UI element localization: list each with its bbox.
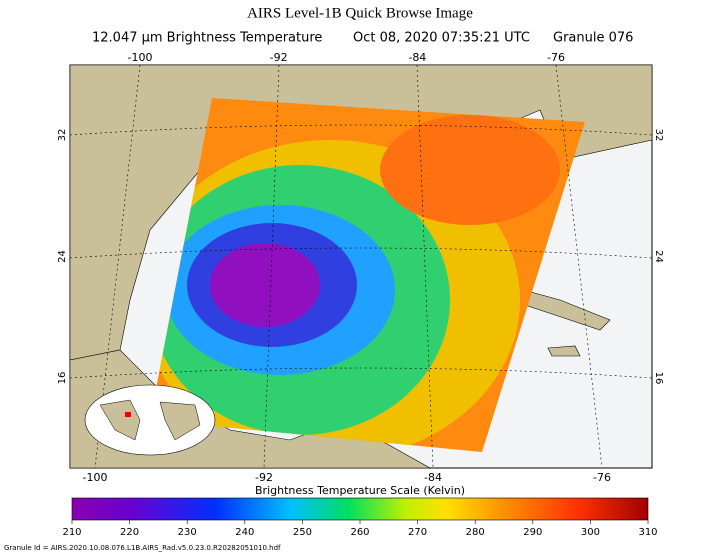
colorbar-tick-label: 270: [408, 527, 427, 538]
swath-field: [380, 115, 560, 225]
land: [547, 345, 581, 357]
colorbar-tick-label: 300: [581, 527, 600, 538]
colorbar-tick-label: 210: [62, 527, 81, 538]
subtitle-granule: Granule 076: [553, 31, 633, 46]
lon-tick-label: -84: [424, 471, 442, 484]
colorbar-tick-label: 260: [350, 527, 369, 538]
colorbar-tick-label: 290: [523, 527, 542, 538]
lon-tick-label: -92: [255, 471, 273, 484]
lon-tick-label: -100: [128, 51, 153, 64]
colorbar-tick-label: 230: [178, 527, 197, 538]
subtitle-channel: 12.047 μm Brightness Temperature: [92, 31, 322, 46]
footer: Granule Id = AIRS.2020.10.08.076.L1B.AIR…: [4, 544, 281, 552]
subtitle-time: Oct 08, 2020 07:35:21 UTC: [353, 31, 530, 46]
inset-globe: [84, 384, 216, 456]
lat-tick-label: 16: [653, 372, 664, 385]
lat-tick-label: 16: [57, 372, 68, 385]
swath: [150, 98, 585, 452]
lon-tick-label: -100: [83, 471, 108, 484]
map: [69, 64, 653, 469]
lat-tick-label: 32: [57, 129, 68, 142]
colorbar: [71, 497, 649, 521]
title: AIRS Level-1B Quick Browse Image: [247, 5, 473, 21]
colorbar-tick-label: 280: [466, 527, 485, 538]
graticule: [69, 64, 653, 469]
colorbar-tick-label: 220: [120, 527, 139, 538]
lon-tick-label: -84: [408, 51, 426, 64]
lon-tick-label: -92: [270, 51, 288, 64]
colorbar-tick-label: 250: [293, 527, 312, 538]
colorbar-tick-label: 240: [235, 527, 254, 538]
lon-tick-label: -76: [593, 471, 611, 484]
colorbar-label: Brightness Temperature Scale (Kelvin): [255, 484, 465, 497]
colorbar-tick-label: 310: [638, 527, 657, 538]
swath-field: [210, 243, 320, 327]
lon-tick-label: -76: [547, 51, 565, 64]
lat-tick-label: 32: [653, 129, 664, 142]
lat-tick-label: 24: [57, 250, 68, 263]
lat-tick-label: 24: [653, 250, 664, 263]
